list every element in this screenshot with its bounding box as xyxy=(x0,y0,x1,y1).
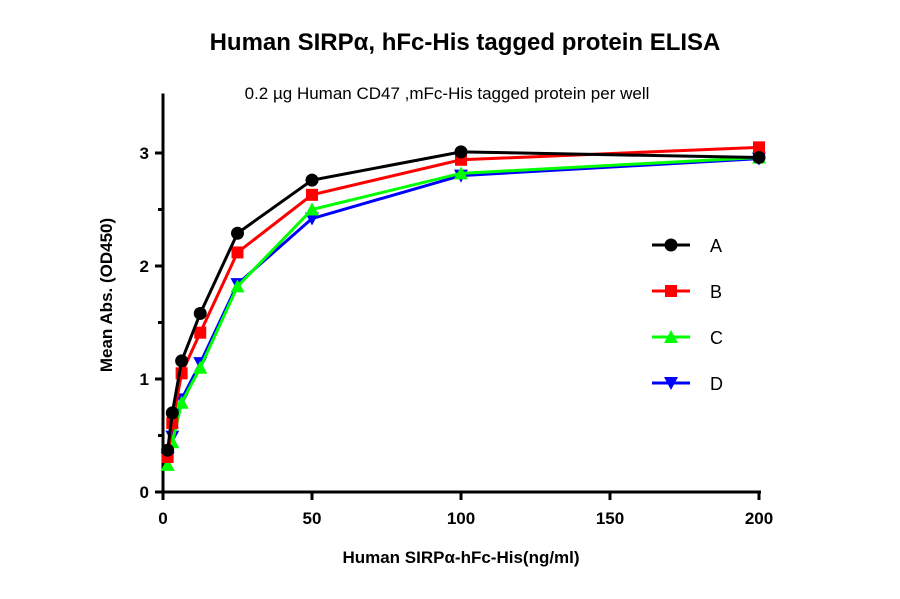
data-point-A xyxy=(161,443,175,457)
legend-item-B: B xyxy=(652,282,722,302)
y-tick-label: 2 xyxy=(140,257,149,276)
data-point-C xyxy=(230,279,245,293)
x-tick-label: 150 xyxy=(596,509,624,528)
data-point-C xyxy=(193,360,208,374)
data-point-B xyxy=(231,246,244,259)
series-line-D xyxy=(166,157,760,459)
chart-title: Human SIRPα, hFc-His tagged protein ELIS… xyxy=(210,29,721,56)
series-line-B xyxy=(166,145,760,458)
series-A xyxy=(161,145,766,457)
x-tick-label: 200 xyxy=(745,509,773,528)
data-point-C xyxy=(305,202,319,216)
data-point-B xyxy=(306,188,318,201)
x-tick-label: 0 xyxy=(158,509,167,528)
data-point-C xyxy=(174,395,189,409)
legend-label: A xyxy=(710,236,722,256)
legend-marker xyxy=(664,377,678,390)
series-C xyxy=(160,150,766,471)
series-line-A xyxy=(166,150,760,451)
data-point-D xyxy=(305,212,319,226)
y-tick-label: 0 xyxy=(140,483,149,502)
y-tick-label: 1 xyxy=(140,370,149,389)
x-tick-label: 100 xyxy=(447,509,475,528)
series-B xyxy=(161,141,765,463)
legend-label: C xyxy=(710,328,723,348)
y-axis-label: Mean Abs. (OD450) xyxy=(97,218,116,372)
legend-item-A: A xyxy=(652,236,722,256)
data-point-B xyxy=(194,326,207,339)
y-tick-label: 3 xyxy=(140,144,149,163)
data-point-C xyxy=(454,166,468,180)
series-line-C xyxy=(166,156,760,466)
x-tick-label: 50 xyxy=(303,509,322,528)
data-point-C xyxy=(160,457,175,471)
legend-label: D xyxy=(710,374,723,394)
data-point-A xyxy=(231,226,244,240)
legend-marker xyxy=(664,330,678,343)
legend-marker xyxy=(664,238,678,252)
data-point-A xyxy=(752,151,766,165)
legend-item-C: C xyxy=(652,328,723,348)
legend-item-D: D xyxy=(652,374,723,394)
data-point-A xyxy=(193,306,207,320)
series-D xyxy=(160,152,766,466)
chart-subtitle: 0.2 µg Human CD47 ,mFc-His tagged protei… xyxy=(245,84,650,103)
x-axis-label: Human SIRPα-hFc-His(ng/ml) xyxy=(342,548,579,567)
data-point-A xyxy=(175,354,189,368)
data-point-B xyxy=(753,141,765,154)
data-point-A xyxy=(454,145,468,159)
data-point-A xyxy=(165,406,179,420)
legend-label: B xyxy=(710,282,722,302)
legend-marker xyxy=(665,285,677,297)
data-point-A xyxy=(305,173,319,187)
